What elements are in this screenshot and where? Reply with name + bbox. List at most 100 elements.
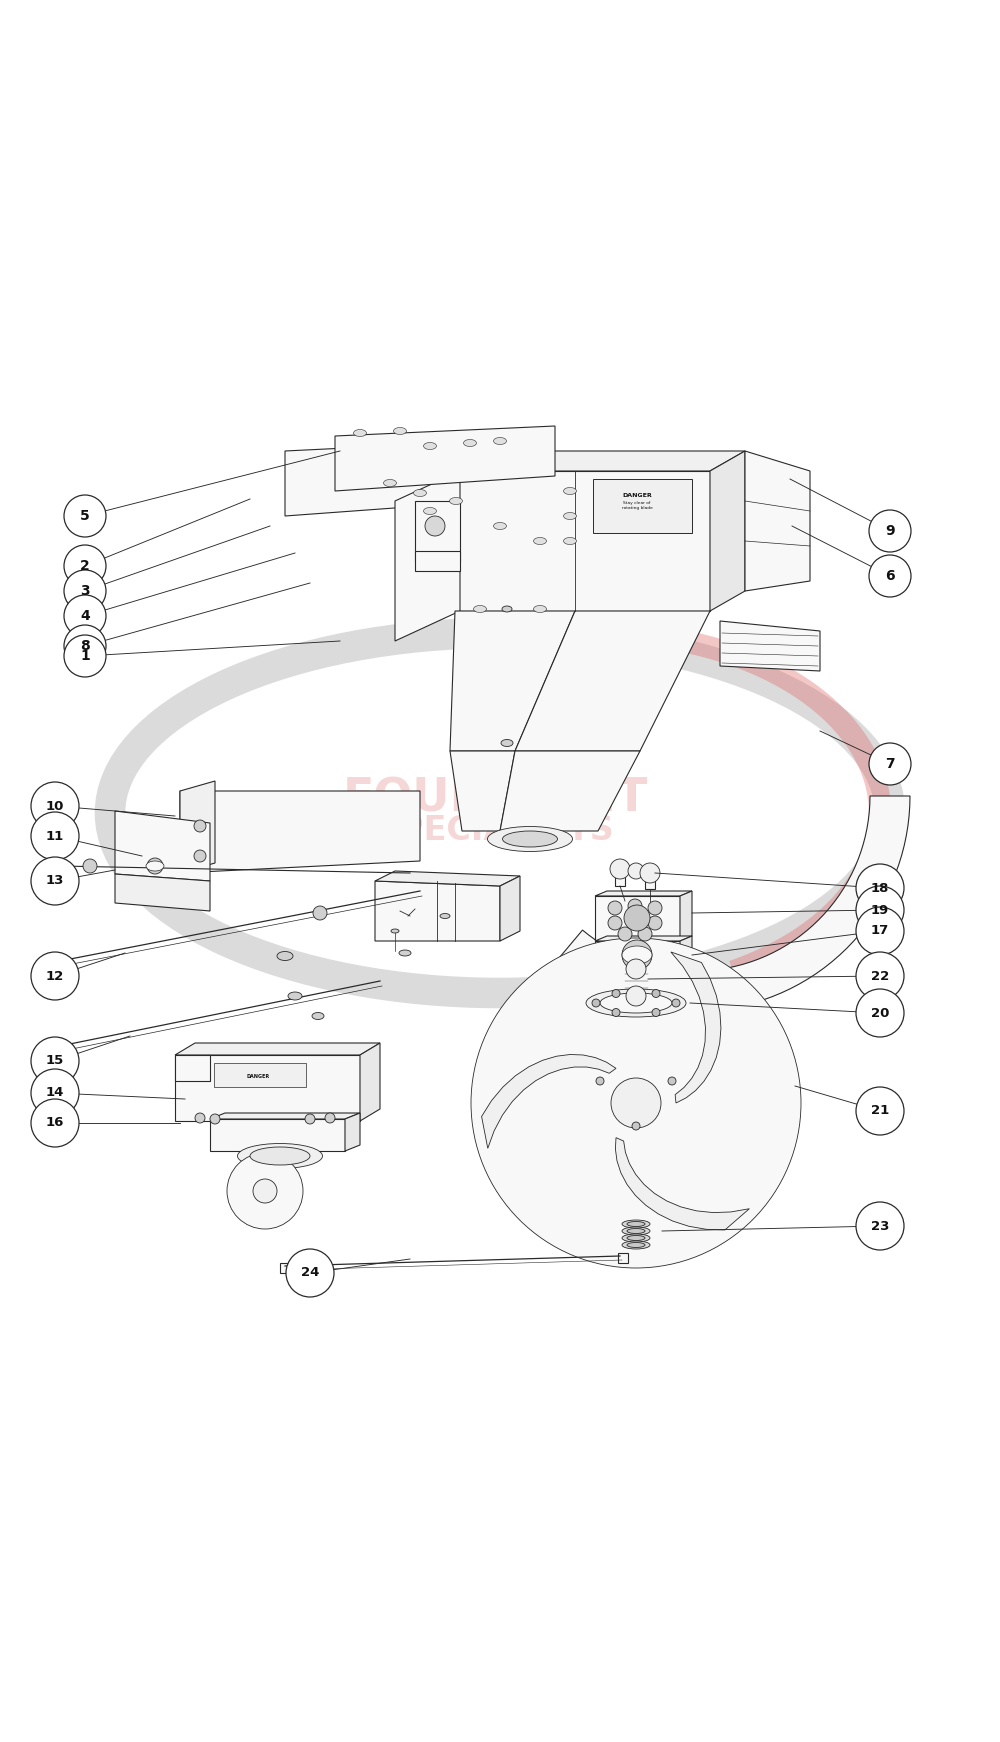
Circle shape	[31, 1099, 79, 1146]
Text: 23: 23	[871, 1219, 889, 1233]
Ellipse shape	[414, 490, 426, 496]
Polygon shape	[175, 1056, 360, 1122]
Ellipse shape	[384, 479, 396, 486]
Circle shape	[31, 1070, 79, 1117]
Text: 11: 11	[46, 829, 64, 843]
Circle shape	[64, 596, 106, 638]
Circle shape	[648, 916, 662, 930]
Circle shape	[592, 998, 600, 1007]
Circle shape	[672, 998, 680, 1007]
Text: 15: 15	[46, 1054, 64, 1068]
Circle shape	[313, 906, 327, 920]
Circle shape	[210, 1113, 220, 1124]
Circle shape	[31, 782, 79, 829]
Circle shape	[64, 570, 106, 611]
Circle shape	[611, 1078, 661, 1129]
Ellipse shape	[627, 1242, 645, 1247]
Ellipse shape	[277, 951, 293, 960]
Polygon shape	[375, 871, 520, 887]
Circle shape	[194, 820, 206, 833]
Polygon shape	[625, 970, 648, 996]
Circle shape	[194, 850, 206, 862]
Polygon shape	[395, 470, 460, 641]
Text: 4: 4	[80, 610, 90, 624]
Circle shape	[253, 1179, 277, 1204]
Ellipse shape	[494, 523, 507, 530]
Circle shape	[64, 636, 106, 678]
Polygon shape	[618, 1252, 628, 1263]
Polygon shape	[175, 1056, 210, 1082]
Ellipse shape	[464, 439, 477, 446]
Circle shape	[622, 941, 652, 970]
Text: 21: 21	[871, 1104, 889, 1118]
Polygon shape	[280, 1263, 290, 1273]
Polygon shape	[645, 880, 655, 888]
Text: 20: 20	[871, 1007, 889, 1019]
Text: Stay clear of
rotating blade: Stay clear of rotating blade	[622, 502, 652, 510]
Ellipse shape	[424, 442, 436, 449]
Ellipse shape	[627, 1221, 645, 1226]
Circle shape	[652, 989, 660, 998]
Text: 14: 14	[46, 1087, 64, 1099]
Text: SPECIALISTS: SPECIALISTS	[376, 815, 614, 848]
Text: 17: 17	[871, 925, 889, 937]
Circle shape	[856, 864, 904, 913]
Ellipse shape	[501, 740, 513, 747]
Circle shape	[869, 744, 911, 786]
Circle shape	[31, 812, 79, 861]
Circle shape	[596, 1077, 604, 1085]
Text: 19: 19	[871, 904, 889, 916]
FancyBboxPatch shape	[593, 479, 692, 533]
Polygon shape	[210, 1118, 345, 1151]
Ellipse shape	[238, 1143, 322, 1169]
Text: 1: 1	[80, 650, 90, 664]
Circle shape	[628, 899, 642, 913]
Circle shape	[638, 927, 652, 941]
Polygon shape	[557, 796, 910, 1010]
Ellipse shape	[394, 427, 406, 434]
Ellipse shape	[534, 606, 546, 613]
Ellipse shape	[391, 928, 399, 934]
Circle shape	[608, 916, 622, 930]
Circle shape	[856, 1202, 904, 1251]
Circle shape	[608, 901, 622, 915]
Circle shape	[856, 887, 904, 934]
Circle shape	[869, 556, 911, 598]
Polygon shape	[615, 1138, 749, 1230]
Circle shape	[471, 937, 801, 1268]
Polygon shape	[745, 451, 810, 591]
Circle shape	[632, 1122, 640, 1131]
Circle shape	[64, 625, 106, 667]
Circle shape	[325, 1113, 335, 1124]
Text: 9: 9	[885, 524, 895, 538]
Text: 3: 3	[80, 584, 90, 598]
Circle shape	[628, 862, 644, 880]
Ellipse shape	[564, 488, 576, 495]
Text: 13: 13	[46, 874, 64, 887]
Polygon shape	[595, 941, 680, 970]
Ellipse shape	[564, 538, 576, 545]
Circle shape	[626, 960, 646, 979]
Circle shape	[648, 901, 662, 915]
Polygon shape	[615, 876, 625, 887]
Circle shape	[612, 989, 620, 998]
Circle shape	[247, 1153, 283, 1190]
Ellipse shape	[622, 1226, 650, 1235]
Text: 7: 7	[885, 758, 895, 772]
Text: 16: 16	[46, 1117, 64, 1129]
Polygon shape	[482, 1054, 616, 1148]
Text: EQUIPMENT: EQUIPMENT	[342, 777, 648, 822]
Circle shape	[652, 1009, 660, 1017]
Polygon shape	[595, 890, 692, 895]
Ellipse shape	[488, 826, 572, 852]
Circle shape	[31, 857, 79, 906]
Circle shape	[286, 1249, 334, 1298]
Circle shape	[640, 862, 660, 883]
Ellipse shape	[354, 430, 366, 437]
Circle shape	[668, 1077, 676, 1085]
Circle shape	[628, 915, 642, 928]
Polygon shape	[515, 611, 710, 751]
Circle shape	[856, 989, 904, 1036]
Ellipse shape	[312, 1012, 324, 1019]
Circle shape	[305, 1113, 315, 1124]
